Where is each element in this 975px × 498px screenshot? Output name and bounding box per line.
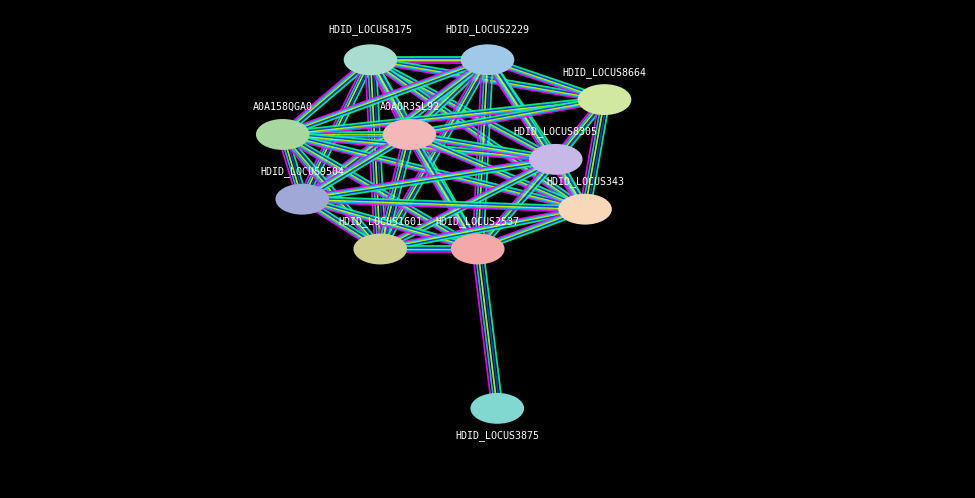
Text: A0A0R3SL92: A0A0R3SL92 xyxy=(379,102,440,112)
Text: HDID_LOCUS343: HDID_LOCUS343 xyxy=(546,176,624,187)
Ellipse shape xyxy=(382,119,437,150)
Ellipse shape xyxy=(450,234,505,264)
Text: HDID_LOCUS3875: HDID_LOCUS3875 xyxy=(455,430,539,441)
Text: HDID_LOCUS8305: HDID_LOCUS8305 xyxy=(514,126,598,137)
Ellipse shape xyxy=(275,184,330,215)
Text: HDID_LOCUS9504: HDID_LOCUS9504 xyxy=(260,166,344,177)
Ellipse shape xyxy=(255,119,310,150)
Ellipse shape xyxy=(353,234,408,264)
Ellipse shape xyxy=(470,393,525,424)
Text: HDID_LOCUS2537: HDID_LOCUS2537 xyxy=(436,216,520,227)
Text: A0A158QGA0: A0A158QGA0 xyxy=(253,102,313,112)
Text: HDID_LOCUS1601: HDID_LOCUS1601 xyxy=(338,216,422,227)
Ellipse shape xyxy=(577,84,632,115)
Text: HDID_LOCUS8664: HDID_LOCUS8664 xyxy=(563,67,646,78)
Ellipse shape xyxy=(460,44,515,75)
Text: HDID_LOCUS2229: HDID_LOCUS2229 xyxy=(446,24,529,35)
Ellipse shape xyxy=(528,144,583,175)
Ellipse shape xyxy=(343,44,398,75)
Text: HDID_LOCUS8175: HDID_LOCUS8175 xyxy=(329,24,412,35)
Ellipse shape xyxy=(558,194,612,225)
